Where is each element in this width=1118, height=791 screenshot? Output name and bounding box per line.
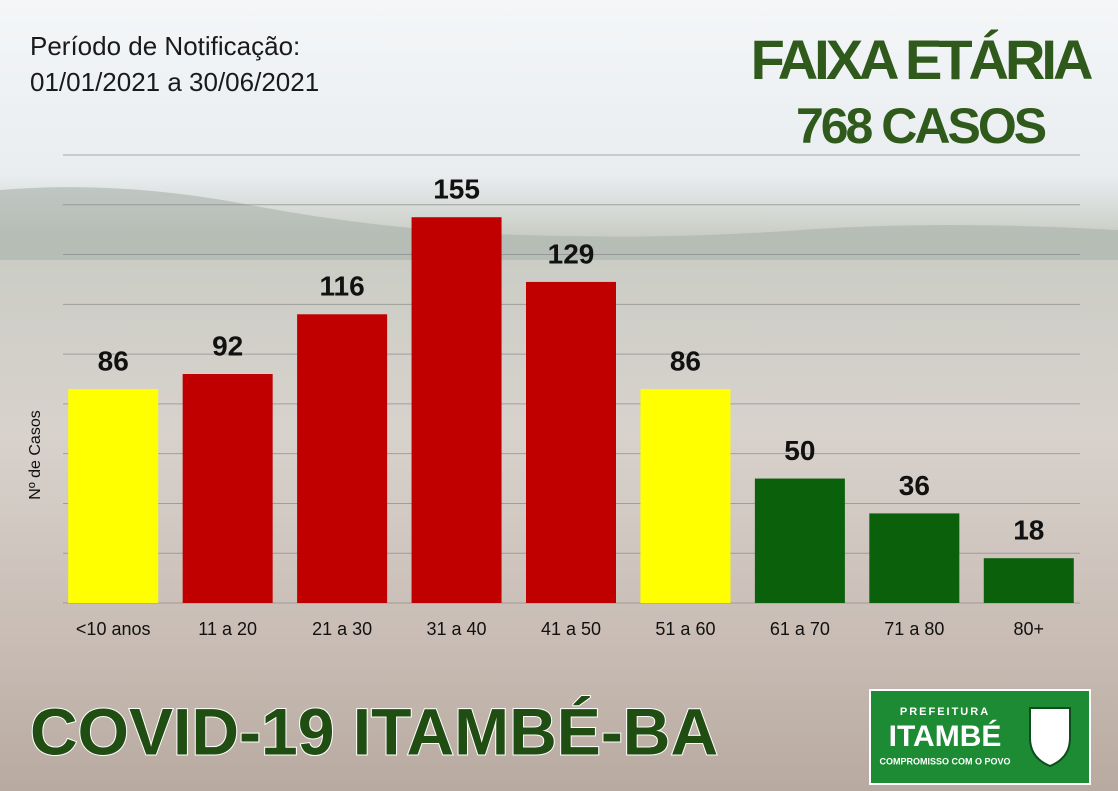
value-label: 18 <box>1013 515 1044 546</box>
period: 01/01/2021 a 30/06/2021 <box>30 67 319 97</box>
chart-subtitle: 768 CASOS <box>796 98 1046 154</box>
value-label: 36 <box>899 470 930 501</box>
logo-top: PREFEITURA <box>900 706 990 718</box>
value-label: 129 <box>548 238 595 269</box>
x-tick-label: 41 a 50 <box>541 619 601 639</box>
logo-name: ITAMBÉ <box>889 719 1002 753</box>
value-label: 50 <box>784 435 815 466</box>
plot: <10 anos 86 11 a 20 92 21 a 30 116 31 a 40 155 4… <box>63 154 1080 639</box>
bar <box>869 513 960 603</box>
chart-title: FAIXA ETÁRIA <box>751 28 1092 91</box>
footer-title: COVID-19 ITAMBÉ-BA <box>30 694 718 768</box>
value-label: 86 <box>98 345 129 376</box>
hills <box>0 187 1118 260</box>
x-tick-label: 21 a 30 <box>312 619 372 639</box>
bar <box>983 558 1074 603</box>
x-tick-label: <10 anos <box>76 619 151 639</box>
bar <box>182 374 273 603</box>
period-label: Período de Notificação: <box>30 31 300 61</box>
logo-motto: COMPROMISSO COM O POVO <box>879 756 1010 766</box>
value-label: 155 <box>433 174 480 205</box>
value-label: 86 <box>670 345 701 376</box>
bar <box>297 314 388 603</box>
logo-crest <box>1029 707 1071 768</box>
bar <box>640 388 731 603</box>
x-tick-label: 51 a 60 <box>655 619 715 639</box>
x-tick-label: 11 a 20 <box>198 619 257 639</box>
bar <box>411 217 502 603</box>
x-tick-label: 71 a 80 <box>884 619 944 639</box>
x-tick-label: 80+ <box>1014 619 1045 639</box>
bar <box>754 478 845 603</box>
logo: PREFEITURA ITAMBÉ COMPROMISSO COM O POVO <box>869 689 1091 785</box>
value-label: 92 <box>212 330 243 361</box>
bar <box>68 388 159 603</box>
x-tick-label: 31 a 40 <box>427 619 487 639</box>
x-tick-label: 61 a 70 <box>770 619 830 639</box>
bar <box>526 281 616 603</box>
value-label: 116 <box>320 271 365 302</box>
y-axis-label: Nº de Casos <box>27 410 44 499</box>
